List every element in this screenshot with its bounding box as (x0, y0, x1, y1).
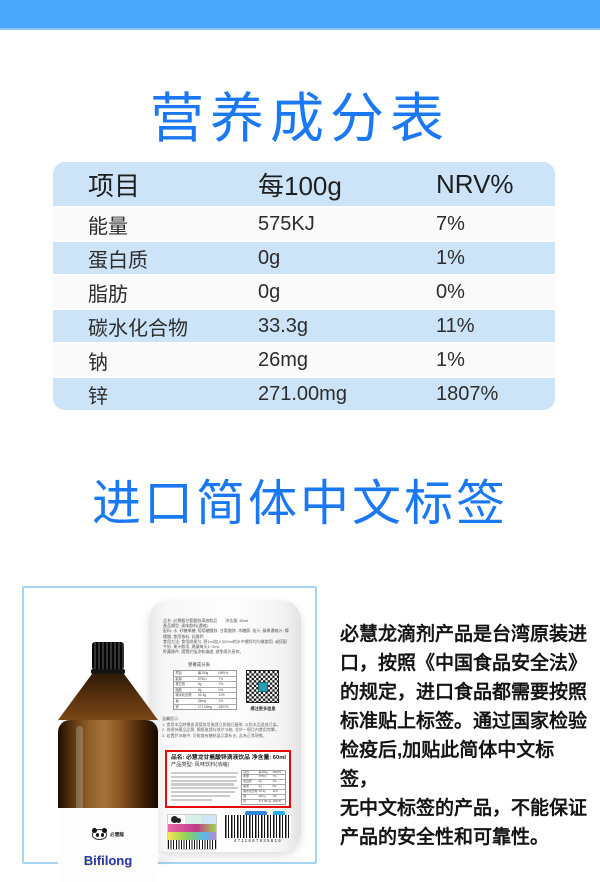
nutrient-nrv: 1% (436, 246, 465, 269)
blue-badge (245, 811, 267, 817)
sticker-barcode (168, 840, 216, 849)
table-row: 锌 271.00mg 1807% (53, 378, 555, 410)
nutrient-name: 锌 (88, 385, 108, 408)
mini-nutrition-table: 项目 每100g NRV% 能量 575KJ 7% 蛋白质 0g 1% 脂肪 0g 0% 碳水化合物 33… (240, 769, 286, 805)
text-line (171, 791, 236, 794)
bottle-cap (92, 642, 124, 669)
nutrient-value: 26mg (258, 348, 309, 371)
cn-label-fine-print (171, 770, 238, 805)
cn-label-body: 项目 每100g NRV% 能量 575KJ 7% 蛋白质 0g 1% 脂肪 0g 0% 碳水化合物 33… (171, 769, 286, 805)
col-header-per100g: 每100g (258, 170, 342, 201)
nutrient-value: 271.00mg (258, 382, 347, 405)
bottle-body: ★ ★ ★ ★ ★ 必慧龍 Bifilong ZINC GLYCINATE DR… (58, 720, 158, 882)
mini-table-title: 營養成分表 (188, 662, 210, 667)
nutrient-name: 碳水化合物 (88, 317, 188, 340)
nutrient-nrv: 1807% (436, 382, 499, 405)
cn-label-line1: 品名: 必慧龙甘氨酸锌滴液饮品 净含量: 60ml (171, 755, 286, 762)
text-line (171, 798, 213, 801)
brand-english: Bifilong (83, 853, 133, 868)
nutrient-nrv: 1% (436, 348, 465, 371)
nutrient-name: 钠 (88, 351, 108, 374)
star-decoration: ★ (142, 837, 151, 847)
star-decoration: ★ (78, 862, 90, 876)
nutrient-nrv: 0% (436, 280, 465, 303)
qr-caption: 掃注更多信息 (250, 706, 276, 711)
product-photo: 品名: 必慧龍甘氨酸鋅滴液飲品 淨含量: 60ml 產品類型: 風味飲料(濃縮)… (22, 586, 317, 882)
nutrition-table-header: 项目 每100g NRV% (53, 162, 555, 206)
col-header-item: 项目 (88, 170, 141, 201)
sticker-band (168, 832, 216, 840)
sticker-band (168, 824, 216, 832)
table-row: 脂肪 0g 0% (53, 276, 555, 308)
package-info-text: 品名: 必慧龍甘氨酸鋅滴液飲品 淨含量: 60ml 產品類型: 風味飲料(濃縮)… (163, 618, 289, 655)
table-row: 蛋白质 0g 1% (53, 242, 555, 274)
text-line (171, 779, 238, 782)
text-line (171, 794, 230, 797)
nutrient-value: 575KJ (258, 212, 315, 235)
section-title: 进口简体中文标签 (91, 477, 508, 531)
col-header-nrv: NRV% (436, 168, 514, 199)
tips-text: 溫馨提示: 1. 食用本品時橡皮滴管取用後請立即旋回蓋閉, 以防本品造成污染。 … (162, 716, 281, 738)
cn-label-highlight: 品名: 必慧龙甘氨酸锌滴液饮品 净含量: 60ml 产品类型: 风味饮料(浓缩) (165, 750, 291, 808)
cn-label-line2: 产品类型: 风味饮料(浓缩) (171, 762, 230, 768)
table-row: 能量 575KJ 7% (53, 208, 555, 240)
text-line (171, 775, 236, 779)
description-text: 必慧龙滴剂产品是台湾原装进 口，按照《中国食品安全法》 的规定，进口食品都需要按… (340, 624, 588, 848)
top-bar (0, 0, 600, 30)
nutrient-name: 能量 (88, 215, 128, 238)
barcode-digits: 4711667935616 (233, 838, 283, 843)
bottle-collar (91, 669, 125, 674)
text-line (171, 783, 234, 786)
mini-nutrition-table: 项目 每100g NRV% 能量 575KJ 7% 蛋白质 0g 1% 脂肪 0g 0% 碳水化合物 33… (173, 670, 237, 711)
nutrition-table: 项目 每100g NRV% 能量 575KJ 7% 蛋白质 0g 1% 脂肪 0… (53, 162, 555, 410)
text-line (171, 772, 238, 775)
brand-row: 必慧龍 (58, 828, 158, 840)
nutrient-value: 33.3g (258, 314, 309, 337)
panda-icon (171, 816, 178, 823)
bottle-label: ★ ★ ★ ★ ★ 必慧龍 Bifilong ZINC GLYCINATE DR… (58, 808, 158, 882)
nutrition-title: 营养成分表 (150, 89, 450, 149)
nutrient-name: 脂肪 (88, 283, 128, 306)
barcode: 4711667935616 (225, 815, 291, 844)
bottle-neck (58, 674, 158, 720)
blue-badge (273, 811, 285, 817)
qr-code (246, 670, 279, 703)
nutrient-value: 0g (258, 246, 281, 269)
sticker-band (168, 815, 216, 824)
table-row: 碳水化合物 33.3g 11% (53, 310, 555, 342)
nutrient-name: 蛋白质 (88, 249, 148, 272)
text-line (171, 787, 238, 790)
cn-label-product-name: 品名: 必慧龙甘氨酸锌滴液饮品 (171, 755, 250, 761)
product-bottle: ★ ★ ★ ★ ★ 必慧龍 Bifilong ZINC GLYCINATE DR… (52, 642, 180, 882)
brand-chinese: 必慧龍 (110, 831, 124, 837)
nutrient-value: 0g (258, 280, 281, 303)
nutrient-nrv: 11% (436, 314, 475, 337)
cn-label-net-content: 净含量: 60ml (251, 755, 286, 761)
barcode-bars (225, 815, 291, 838)
package-box-back: 品名: 必慧龍甘氨酸鋅滴液飲品 淨含量: 60ml 產品類型: 風味飲料(濃縮)… (149, 600, 301, 852)
panda-logo-icon (92, 828, 108, 840)
nutrient-nrv: 7% (436, 212, 465, 235)
table-row: 钠 26mg 1% (53, 344, 555, 376)
anti-fake-sticker (167, 814, 217, 850)
glass-highlight (76, 726, 83, 856)
